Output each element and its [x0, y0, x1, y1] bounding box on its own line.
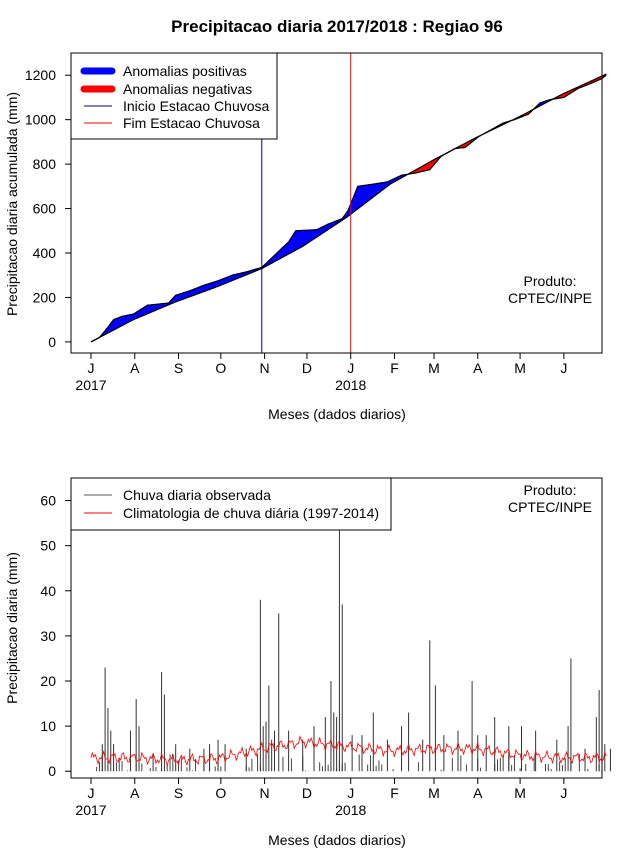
top-credit-line2: CPTEC/INPE	[508, 290, 592, 306]
legend-label-climatology: Climatologia de chuva diária (1997-2014)	[123, 505, 379, 521]
x-tick-label: J	[560, 785, 567, 801]
top-credit-line1: Produto:	[524, 273, 577, 289]
bottom-x-axis-label: Meses (dados diarios)	[268, 832, 406, 848]
top-legend-box	[70, 52, 278, 140]
climatology-cumulative-line	[90, 73, 607, 343]
x-year-label: 2017	[75, 802, 106, 818]
bottom-credit-line1: Produto:	[524, 482, 577, 498]
x-tick-label: F	[390, 785, 399, 801]
observed-cumulative-line	[90, 74, 607, 343]
top-legend: Anomalias positivas Anomalias negativas …	[70, 52, 278, 140]
top-x-axis-label: Meses (dados diarios)	[268, 406, 406, 422]
top-plot-frame	[70, 52, 603, 354]
bottom-credit-line2: CPTEC/INPE	[508, 499, 592, 515]
x-tick-label: M	[428, 360, 440, 376]
x-year-label: 2017	[75, 377, 106, 393]
x-tick-label: O	[215, 360, 226, 376]
x-tick-label: J	[88, 785, 95, 801]
x-tick-label: A	[473, 785, 483, 801]
y-tick-label: 400	[33, 245, 57, 261]
x-tick-label: O	[215, 785, 226, 801]
top-y-axis-label: Precipitacao diaria acumulada (mm)	[4, 92, 20, 316]
x-tick-label: S	[174, 785, 183, 801]
climatology-daily-line	[90, 735, 607, 767]
x-tick-label: M	[514, 360, 526, 376]
y-tick-label: 60	[40, 493, 56, 509]
chart-title: Precipitacao diaria 2017/2018 : Regiao 9…	[171, 17, 503, 36]
x-tick-label: D	[302, 360, 312, 376]
y-tick-label: 600	[33, 201, 57, 217]
observed-daily-bars	[96, 527, 611, 772]
x-year-label: 2018	[335, 802, 366, 818]
y-tick-label: 1200	[25, 67, 56, 83]
legend-label-onset: Inicio Estacao Chuvosa	[123, 98, 270, 114]
bottom-legend: Chuva diaria observada Climatologia de c…	[70, 477, 392, 531]
x-tick-label: J	[347, 785, 354, 801]
y-tick-label: 0	[48, 763, 56, 779]
legend-label-observed: Chuva diaria observada	[123, 487, 271, 503]
x-tick-label: N	[260, 785, 270, 801]
bottom-y-axis: 0 10 20 30 40 50 60	[40, 493, 71, 779]
y-tick-label: 1000	[25, 112, 56, 128]
y-tick-label: 20	[40, 673, 56, 689]
y-tick-label: 200	[33, 289, 57, 305]
y-tick-label: 40	[40, 583, 56, 599]
y-tick-label: 800	[33, 156, 57, 172]
x-tick-label: N	[260, 360, 270, 376]
bottom-y-axis-label: Precipitacao diaria (mm)	[4, 552, 20, 704]
x-year-label: 2018	[335, 377, 366, 393]
top-y-axis: 0 200 400 600 800 1000 1200	[25, 67, 71, 350]
x-tick-label: A	[130, 785, 140, 801]
x-tick-label: S	[174, 360, 183, 376]
x-tick-label: M	[514, 785, 526, 801]
x-tick-label: F	[390, 360, 399, 376]
y-tick-label: 10	[40, 718, 56, 734]
y-tick-label: 30	[40, 628, 56, 644]
x-tick-label: J	[347, 360, 354, 376]
y-tick-label: 0	[48, 334, 56, 350]
x-tick-label: D	[302, 785, 312, 801]
x-tick-label: A	[130, 360, 140, 376]
x-tick-label: J	[560, 360, 567, 376]
x-tick-label: J	[88, 360, 95, 376]
y-tick-label: 50	[40, 538, 56, 554]
legend-label-end: Fim Estacao Chuvosa	[123, 115, 260, 131]
x-tick-label: M	[428, 785, 440, 801]
legend-label-positive: Anomalias positivas	[123, 63, 247, 79]
legend-label-negative: Anomalias negativas	[123, 81, 252, 97]
bottom-legend-box	[70, 477, 392, 531]
x-tick-label: A	[473, 360, 483, 376]
